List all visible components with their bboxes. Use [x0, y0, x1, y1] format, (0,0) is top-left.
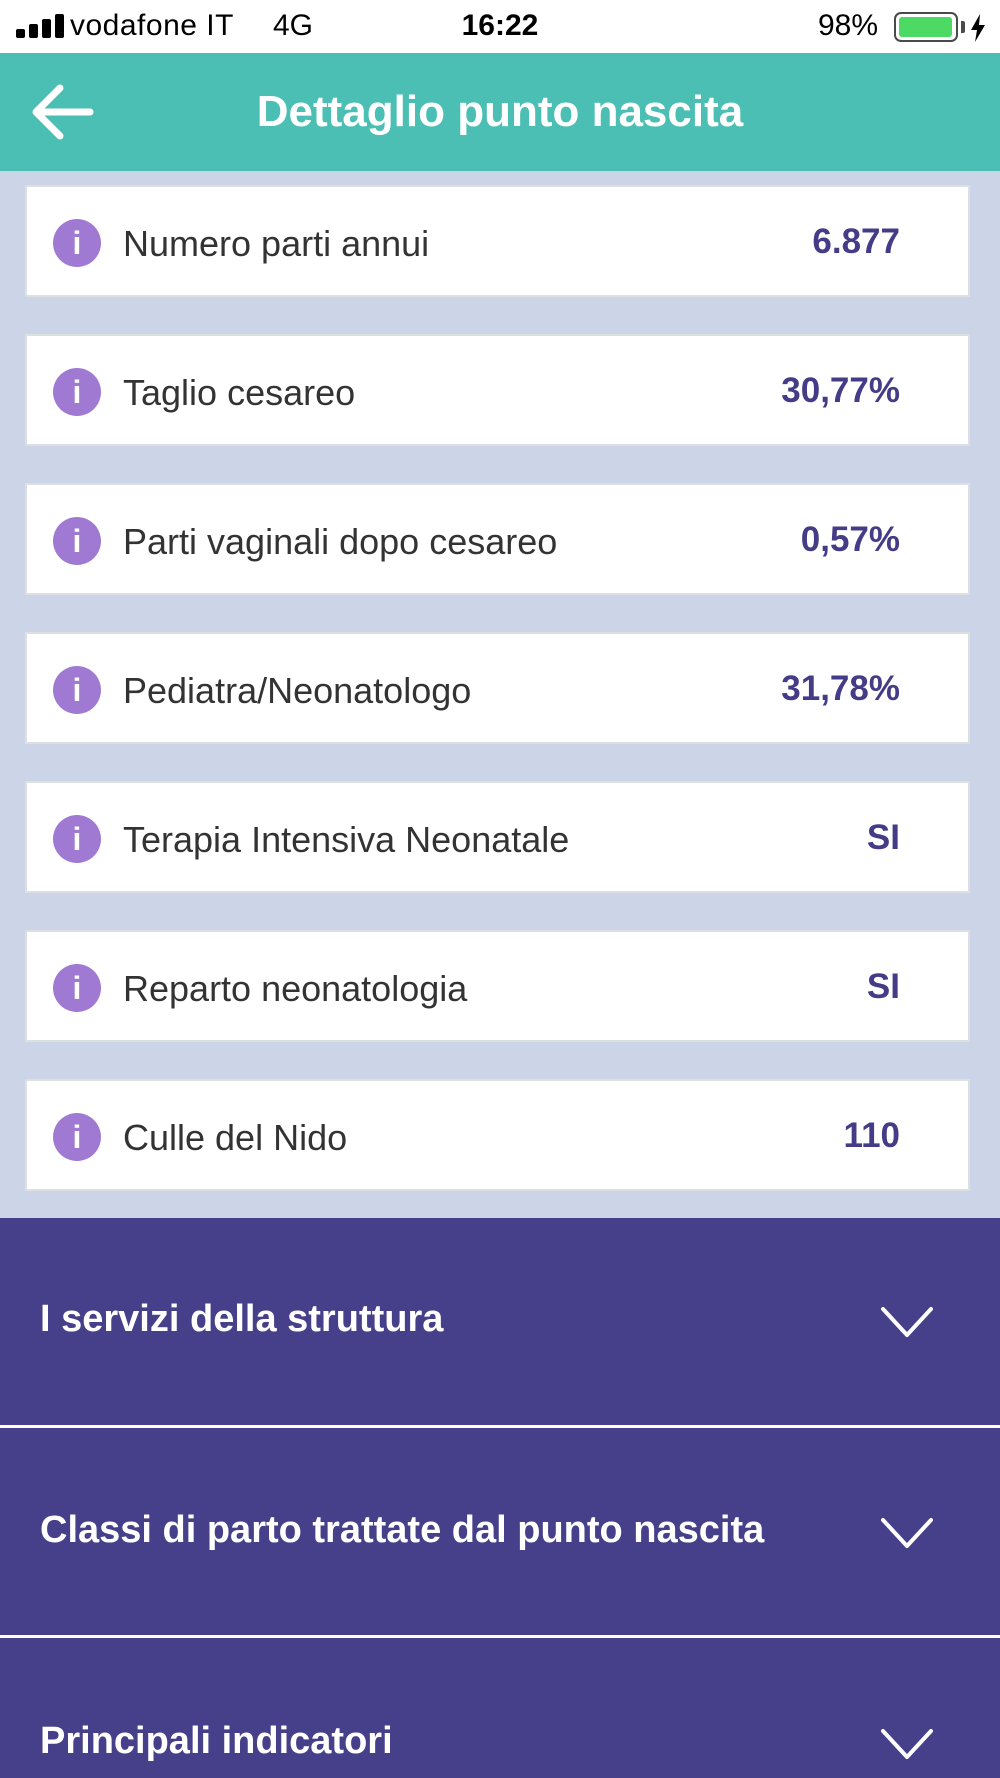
section-servizi-struttura[interactable]: I servizi della struttura	[0, 1218, 1000, 1425]
stat-value: 110	[843, 1116, 900, 1155]
stat-label: Terapia Intensiva Neonatale	[123, 819, 570, 860]
stat-label: Reparto neonatologia	[123, 968, 468, 1009]
page-title: Dettaglio punto nascita	[256, 87, 744, 136]
info-icon[interactable]: i	[53, 815, 101, 863]
arrow-left-icon[interactable]	[28, 79, 98, 145]
battery-percent: 98%	[818, 9, 879, 42]
stat-value: 0,57%	[800, 520, 900, 559]
section-principali-indicatori[interactable]: Principali indicatori	[0, 1638, 1000, 1778]
carrier-name: vodafone IT	[70, 9, 234, 42]
stats-list: i Numero parti annui 6.877 i Taglio cesa…	[0, 171, 1000, 1218]
stat-card-culle-nido: i Culle del Nido 110	[25, 1079, 970, 1191]
app-header: Dettaglio punto nascita	[0, 53, 1000, 171]
info-icon[interactable]: i	[53, 219, 101, 267]
stat-value: SI	[866, 967, 900, 1006]
clock: 16:22	[461, 9, 539, 42]
charging-bolt-icon	[971, 14, 985, 42]
stat-label: Numero parti annui	[123, 223, 430, 264]
info-icon[interactable]: i	[53, 368, 101, 416]
info-icon[interactable]: i	[53, 517, 101, 565]
stat-label: Parti vaginali dopo cesareo	[123, 521, 558, 562]
info-icon[interactable]: i	[53, 1113, 101, 1161]
chevron-down-icon[interactable]	[880, 1306, 934, 1338]
stat-card-reparto-neonatologia: i Reparto neonatologia SI	[25, 930, 970, 1042]
stat-value: 6.877	[812, 222, 900, 261]
section-classi-parto[interactable]: Classi di parto trattate dal punto nasci…	[0, 1428, 1000, 1635]
stat-label: Taglio cesareo	[123, 372, 356, 413]
stat-label: Culle del Nido	[123, 1117, 348, 1158]
stat-card-parti-vaginali: i Parti vaginali dopo cesareo 0,57%	[25, 483, 970, 595]
section-label: I servizi della struttura	[40, 1298, 444, 1340]
status-bar: vodafone IT 4G 16:22 98%	[0, 0, 1000, 53]
battery-tip	[961, 21, 965, 33]
stat-value: SI	[866, 818, 900, 857]
stat-card-parti-annui: i Numero parti annui 6.877	[25, 185, 970, 297]
info-icon[interactable]: i	[53, 964, 101, 1012]
stat-card-taglio-cesareo: i Taglio cesareo 30,77%	[25, 334, 970, 446]
stat-card-pediatra: i Pediatra/Neonatologo 31,78%	[25, 632, 970, 744]
section-label: Classi di parto trattate dal punto nasci…	[40, 1509, 765, 1551]
chevron-down-icon[interactable]	[880, 1728, 934, 1760]
signal-icon	[16, 14, 72, 38]
stat-card-terapia-intensiva: i Terapia Intensiva Neonatale SI	[25, 781, 970, 893]
stat-label: Pediatra/Neonatologo	[123, 670, 472, 711]
section-label: Principali indicatori	[40, 1720, 393, 1762]
chevron-down-icon[interactable]	[880, 1517, 934, 1549]
network-type: 4G	[273, 9, 314, 42]
stat-value: 31,78%	[781, 669, 900, 708]
info-icon[interactable]: i	[53, 666, 101, 714]
stat-value: 30,77%	[781, 371, 900, 410]
battery-icon	[894, 12, 958, 42]
